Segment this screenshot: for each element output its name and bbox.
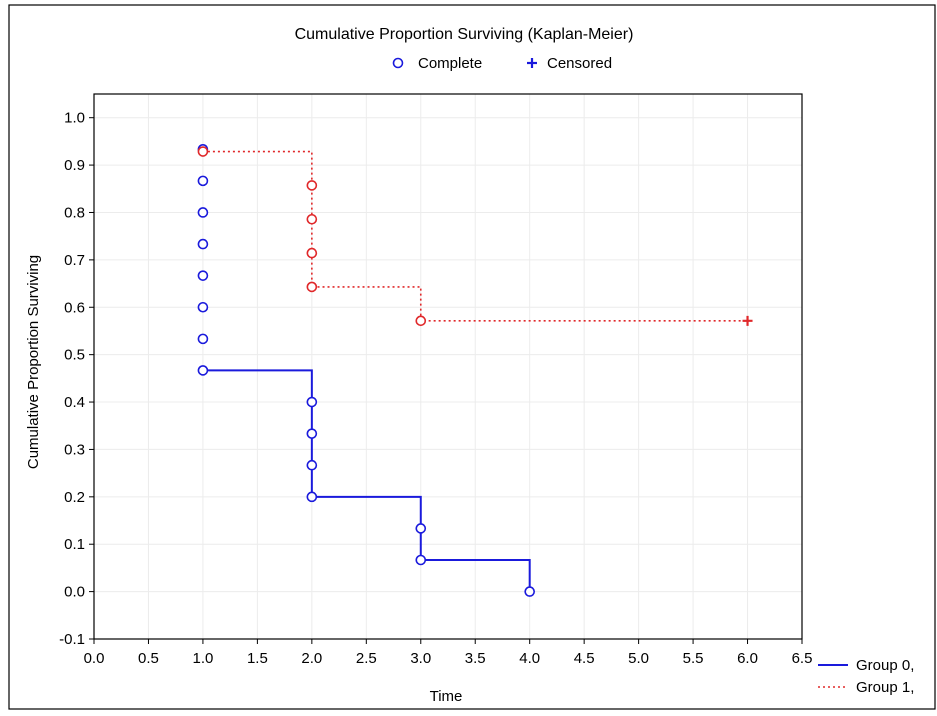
series-markers [197, 144, 753, 597]
x-tick-label-4: 2.0 [301, 650, 322, 667]
x-tick-label-1: 0.5 [138, 650, 159, 667]
x-tick-label-2: 1.0 [192, 650, 213, 667]
y-tick-label-1: 0.0 [64, 584, 85, 601]
x-tick-label-0: 0.0 [84, 650, 105, 667]
series-0-complete-point-2 [197, 207, 209, 218]
series-1-complete-point-3 [306, 247, 318, 259]
series-0-complete-point-3 [197, 238, 209, 250]
complete-marker-icon [392, 57, 404, 69]
series-1-complete-point-4 [306, 281, 318, 293]
x-axis-label: Time [430, 688, 463, 705]
series-0-complete-point-1 [197, 175, 209, 187]
series-0-complete-point-13 [415, 554, 427, 566]
legend-complete-label: Complete [418, 55, 482, 72]
series-0-complete-point-11 [306, 491, 318, 503]
y-tick-label-8: 0.7 [64, 252, 85, 269]
series-legend: Group 0, Group 1, [818, 657, 914, 696]
plot-area [93, 93, 803, 640]
y-tick-label-0: -0.1 [59, 631, 85, 648]
series-0-complete-point-10 [306, 459, 318, 471]
y-tick-label-5: 0.4 [64, 394, 85, 411]
series-1-complete-point-2 [306, 213, 318, 225]
x-tick-label-9: 4.5 [574, 650, 595, 667]
series-0-complete-point-12 [415, 523, 427, 534]
series-1-complete-point-5 [415, 315, 427, 327]
series-0-complete-point-8 [306, 396, 318, 408]
chart-title: Cumulative Proportion Surviving (Kaplan-… [295, 26, 634, 43]
series-lines [202, 150, 748, 592]
x-tick-label-10: 5.0 [628, 650, 649, 667]
series-0-line [202, 369, 531, 592]
x-tick-label-13: 6.5 [792, 650, 813, 667]
series-0-complete-point-14 [524, 586, 535, 597]
axis-ticks: 0.0 0.5 1.0 1.5 2.0 2.5 3.0 3.5 4.0 4.5 5.0 5.5 6.0 6… [59, 110, 812, 667]
series-0-complete-point-5 [197, 301, 209, 313]
y-tick-label-9: 0.8 [64, 204, 85, 221]
marker-legend: Complete Censored [392, 55, 612, 72]
y-tick-label-10: 0.9 [64, 157, 85, 174]
x-tick-label-6: 3.0 [410, 650, 431, 667]
legend-censored-label: Censored [547, 55, 612, 72]
x-tick-label-12: 6.0 [737, 650, 758, 667]
x-tick-label-5: 2.5 [356, 650, 377, 667]
outer-border [8, 4, 936, 710]
series-0-complete-point-7 [197, 365, 209, 376]
series-1-complete-point-1 [306, 180, 318, 191]
y-tick-label-4: 0.3 [64, 441, 85, 458]
series-1-line [202, 150, 748, 322]
x-tick-label-11: 5.5 [683, 650, 704, 667]
y-tick-label-7: 0.6 [64, 299, 85, 316]
series-0-complete-point-9 [306, 428, 318, 439]
series-0-complete-point-6 [197, 333, 209, 345]
y-tick-label-11: 1.0 [64, 110, 85, 127]
series-1-censored-point-0 [742, 315, 753, 326]
series-1-complete-point-0 [197, 146, 209, 157]
x-tick-label-7: 3.5 [465, 650, 486, 667]
y-tick-label-3: 0.2 [64, 489, 85, 506]
censored-marker-icon [527, 58, 537, 68]
y-tick-label-6: 0.5 [64, 347, 85, 364]
x-tick-label-8: 4.0 [519, 650, 540, 667]
series-0-complete-point-4 [197, 270, 209, 281]
x-tick-label-3: 1.5 [247, 650, 268, 667]
y-axis-label: Cumulative Proportion Surviving [25, 255, 42, 469]
legend-series-1-label: Group 1, [856, 679, 914, 696]
y-tick-label-2: 0.1 [64, 536, 85, 553]
legend-series-0-label: Group 0, [856, 657, 914, 674]
